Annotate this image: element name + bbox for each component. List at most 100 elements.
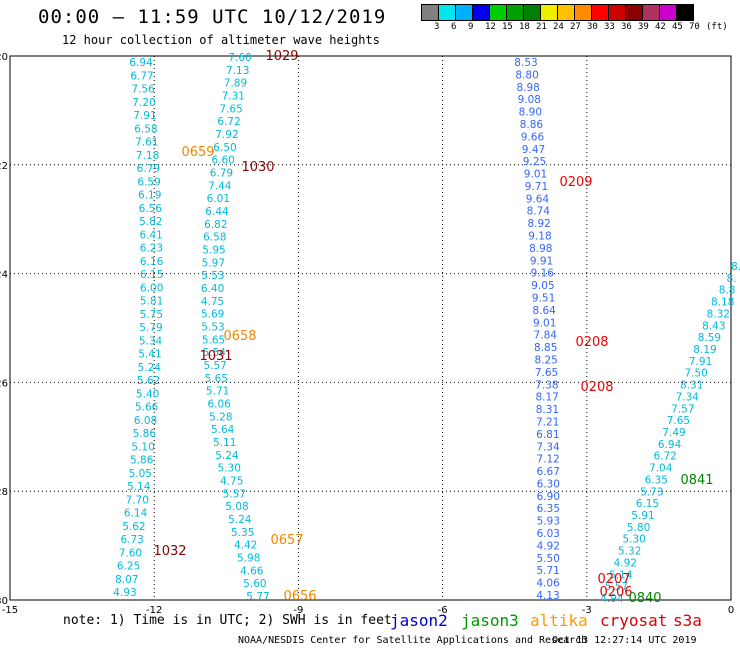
swh-value: 5.77: [246, 591, 269, 603]
swh-value: 6.72: [217, 116, 240, 128]
swh-value: 8.: [731, 261, 740, 273]
track-time-label: 0659: [181, 145, 214, 160]
color-scale-label: 39: [638, 22, 649, 32]
swh-value: 7.65: [667, 415, 690, 427]
swh-value: 9.47: [522, 144, 545, 156]
swh-value: 9.66: [521, 131, 545, 143]
swh-value: 5.64: [211, 424, 235, 436]
swh-value: 6.14: [124, 508, 148, 520]
swh-value: 5.57: [203, 360, 226, 372]
swh-value: 6.44: [205, 206, 229, 218]
track-time-label: 0840: [628, 591, 661, 606]
swh-value: 5.97: [202, 257, 225, 269]
swh-value: 7.50: [684, 368, 707, 380]
swh-value: 8.17: [535, 392, 558, 404]
swh-value: 9.05: [531, 280, 554, 292]
swh-value: 6.25: [117, 561, 140, 573]
swh-value: 5.53: [201, 270, 224, 282]
color-scale-label: 9: [468, 22, 474, 32]
swh-value: 5.60: [243, 578, 266, 590]
color-scale-label: 27: [570, 22, 581, 32]
track-time-label: 1030: [241, 160, 274, 175]
swh-value: 5.57: [223, 488, 246, 500]
swh-value: 8.53: [514, 57, 537, 69]
swh-value: 5.10: [131, 441, 154, 453]
legend-jason2: jason2: [390, 611, 448, 630]
swh-value: 5.57: [605, 581, 628, 593]
color-scale-label: 45: [672, 22, 683, 32]
swh-value: 7.56: [131, 84, 155, 96]
swh-value: 5.95: [202, 245, 225, 257]
swh-value: 7.21: [536, 416, 559, 428]
x-tick-label: 0: [728, 605, 734, 616]
swh-value: 6.35: [537, 503, 560, 515]
swh-value: 6.16: [140, 256, 164, 268]
x-tick-label: -3: [582, 605, 592, 616]
swh-value: 9.91: [530, 255, 553, 267]
map-subtitle: 12 hour collection of altimeter wave hei…: [62, 33, 380, 47]
track-time-label: 0208: [580, 380, 613, 395]
swh-value: 8.74: [527, 206, 551, 218]
color-scale-label: 15: [502, 22, 513, 32]
swh-value: 6.73: [120, 534, 143, 546]
y-tick-label: -26: [0, 378, 8, 389]
swh-value: 5.86: [130, 455, 154, 467]
track-time-label: 0208: [575, 335, 608, 350]
swh-value: 4.75: [201, 296, 224, 308]
swh-value: 8.92: [527, 218, 550, 230]
swh-value: 7.60: [228, 52, 251, 64]
legend-jason3: jason3: [461, 611, 519, 630]
swh-value: 7.92: [215, 129, 238, 141]
color-scale-label: 18: [519, 22, 530, 32]
swh-value: 5.93: [537, 516, 560, 528]
swh-value: 6.60: [211, 155, 234, 167]
color-scale-label: 21: [536, 22, 547, 32]
swh-value: 9.71: [525, 181, 548, 193]
swh-value: 5.81: [140, 296, 163, 308]
swh-value: 6.15: [140, 269, 163, 281]
swh-value: 7.70: [126, 494, 149, 506]
y-tick-label: -30: [0, 596, 8, 607]
swh-value: 6.00: [140, 282, 163, 294]
swh-value: 4.92: [614, 557, 637, 569]
swh-value: 7.91: [133, 110, 156, 122]
swh-value: 5.71: [206, 386, 229, 398]
swh-value: 8.64: [532, 305, 556, 317]
legend-cryosat: cryosat: [600, 611, 668, 630]
swh-value: 5.62: [122, 521, 145, 533]
swh-value: 5.14: [127, 481, 151, 493]
swh-value: 7.61: [135, 137, 158, 149]
swh-value: 6.72: [653, 451, 676, 463]
swh-value: 6.90: [537, 491, 560, 503]
swh-value: 5.40: [136, 388, 159, 400]
swh-value: 5.82: [139, 216, 162, 228]
color-scale-units: (ft): [706, 22, 728, 32]
swh-value: 8.31: [680, 380, 703, 392]
color-scale-label: 24: [553, 22, 564, 32]
swh-value: 4.93: [113, 587, 136, 599]
swh-value: 9.51: [532, 293, 555, 305]
legend-s3a: s3a: [673, 611, 702, 630]
swh-value: 7.34: [536, 441, 560, 453]
swh-value: 8.98: [529, 243, 552, 255]
swh-value: 7.65: [535, 367, 558, 379]
color-scale-label: 42: [655, 22, 666, 32]
swh-value: 6.01: [207, 193, 230, 205]
swh-value: 7.31: [222, 91, 245, 103]
swh-value: 5.71: [536, 565, 559, 577]
swh-value: 7.60: [119, 547, 142, 559]
swh-value: 5.73: [640, 486, 663, 498]
color-swatch: [676, 4, 694, 21]
x-tick-label: -15: [2, 605, 18, 616]
track-time-label: 0207: [597, 572, 630, 587]
swh-value: 6.06: [207, 399, 231, 411]
swh-value: 8.18: [711, 297, 734, 309]
swh-value: 7.44: [208, 180, 232, 192]
color-scale-label: 30: [587, 22, 598, 32]
color-scale-label: 70: [689, 22, 700, 32]
swh-value: 8.43: [702, 320, 725, 332]
y-tick-label: -22: [0, 161, 8, 172]
swh-value: 7.38: [535, 379, 558, 391]
swh-value: 9.08: [518, 94, 541, 106]
